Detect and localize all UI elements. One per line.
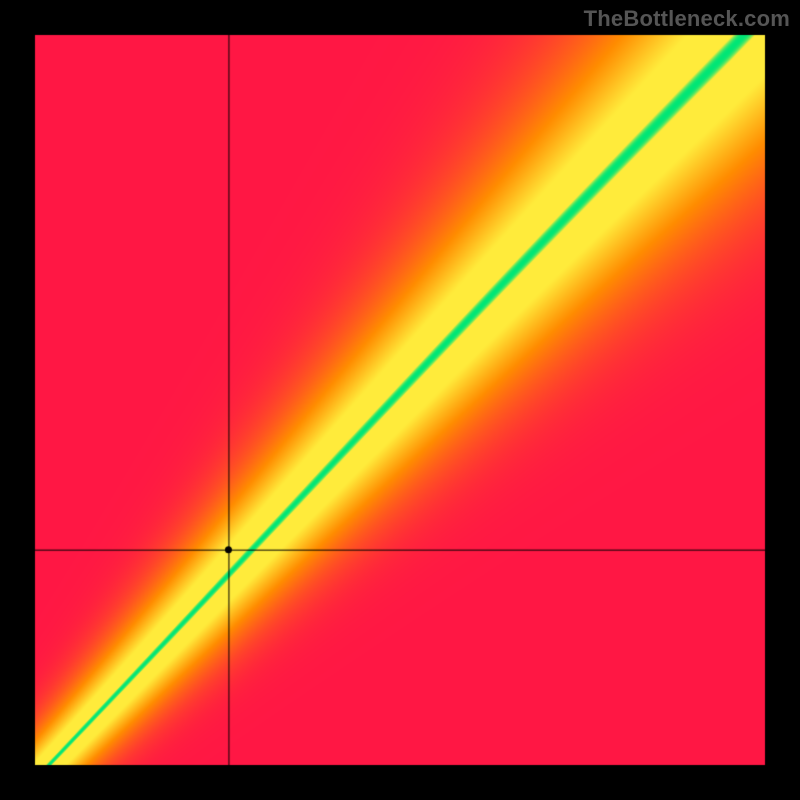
watermark-label: TheBottleneck.com [584,6,790,32]
bottleneck-heatmap [0,0,800,800]
chart-container: TheBottleneck.com [0,0,800,800]
